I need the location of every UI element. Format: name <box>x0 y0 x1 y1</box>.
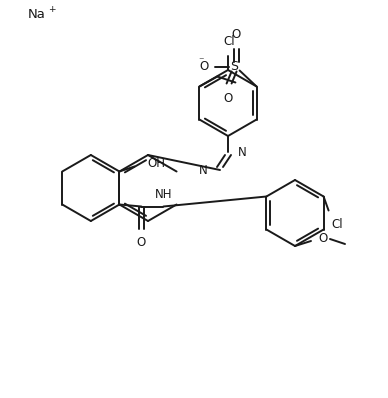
Text: Na: Na <box>28 8 46 21</box>
Text: ⁻: ⁻ <box>198 57 203 66</box>
Text: O: O <box>231 27 240 41</box>
Text: O: O <box>319 232 327 246</box>
Text: O: O <box>199 60 209 73</box>
Text: N: N <box>238 146 247 158</box>
Text: OH: OH <box>147 157 165 170</box>
Text: S: S <box>230 60 239 73</box>
Text: Cl: Cl <box>332 219 343 232</box>
Text: O: O <box>137 236 146 250</box>
Text: NH: NH <box>155 187 172 201</box>
Text: O: O <box>223 92 232 105</box>
Text: N: N <box>199 164 208 176</box>
Text: Cl: Cl <box>223 35 235 48</box>
Text: +: + <box>48 4 55 14</box>
